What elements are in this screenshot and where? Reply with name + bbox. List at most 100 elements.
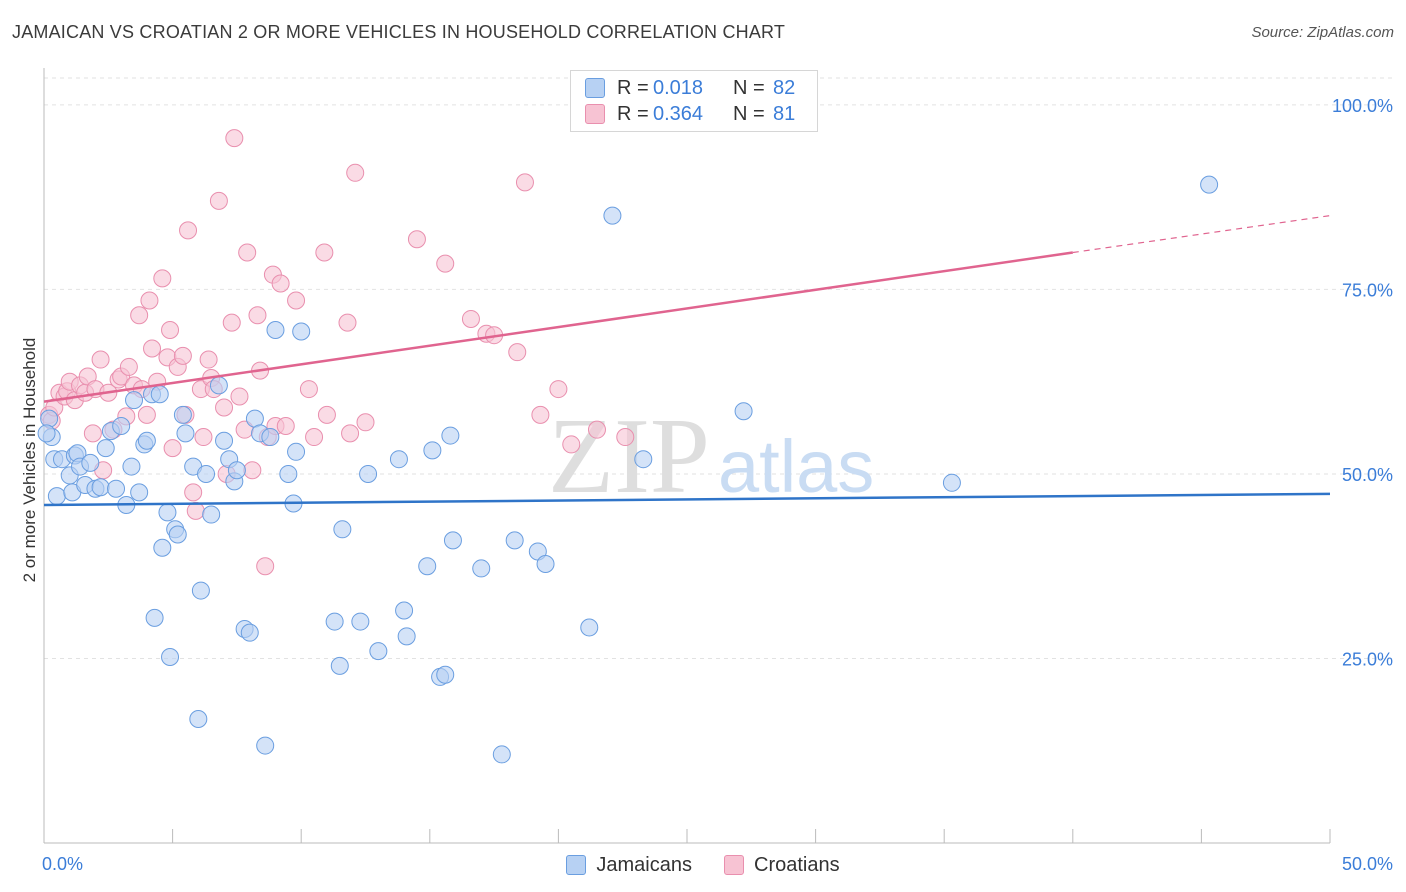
jamaican-point — [418, 557, 437, 576]
r-label: R = — [617, 102, 649, 125]
croatian-point — [230, 387, 249, 406]
legend-row-croatians: R = 0.364 N = 81 — [585, 102, 795, 126]
jamaican-point — [395, 601, 414, 620]
jamaicans-swatch — [566, 855, 587, 875]
n-label: N = — [733, 102, 765, 125]
jamaican-point — [325, 612, 344, 631]
jamaican-point — [292, 322, 311, 341]
jamaican-point — [287, 442, 306, 461]
jamaicans-swatch — [585, 78, 605, 98]
legend-item-jamaicans[interactable]: Jamaicans — [566, 854, 692, 877]
x-tick-label: 0.0% — [42, 854, 83, 874]
croatian-point — [130, 306, 149, 325]
croatian-point — [83, 424, 102, 443]
croatian-point — [515, 173, 534, 192]
croatian-point — [137, 405, 156, 424]
croatian-point — [199, 350, 218, 369]
source-label: Source: ZipAtlas.com — [1251, 24, 1394, 41]
y-axis-label: 2 or more Vehicles in Household — [20, 337, 39, 583]
y-tick-label: 100.0% — [1332, 96, 1393, 116]
croatians-points — [40, 129, 635, 576]
jamaican-point — [161, 648, 180, 666]
y-tick-label: 25.0% — [1342, 649, 1393, 669]
jamaican-point — [505, 531, 524, 550]
y-tick-label: 75.0% — [1342, 280, 1393, 300]
jamaican-point — [81, 453, 100, 472]
croatian-point — [587, 420, 606, 439]
jamaican-point — [158, 503, 177, 522]
croatian-point — [215, 398, 234, 417]
croatian-point — [173, 346, 192, 365]
croatian-point — [256, 557, 275, 576]
jamaican-point — [261, 428, 280, 447]
croatian-point — [287, 291, 306, 310]
jamaican-point — [436, 665, 455, 684]
legend-label-croatians: Croatians — [754, 853, 840, 876]
jamaican-point — [472, 559, 491, 578]
jamaican-point — [40, 409, 59, 428]
legend-item-croatians[interactable]: Croatians — [724, 854, 840, 877]
croatian-point — [461, 309, 480, 328]
croatian-point — [209, 191, 228, 210]
jamaican-point — [173, 405, 192, 424]
croatian-point — [407, 230, 426, 249]
croatian-point — [549, 380, 568, 399]
jamaican-point — [197, 464, 216, 483]
jamaican-point — [734, 402, 753, 421]
croatian-point — [562, 435, 581, 454]
croatian-point — [161, 321, 180, 340]
chart-title: JAMAICAN VS CROATIAN 2 OR MORE VEHICLES … — [12, 22, 786, 42]
jamaican-point — [397, 627, 416, 646]
jamaican-point — [112, 416, 131, 435]
jamaican-point — [266, 321, 285, 340]
jamaican-point — [351, 612, 370, 631]
croatians-swatch — [724, 855, 744, 875]
legend-label-jamaicans: Jamaicans — [596, 853, 692, 876]
croatian-point — [119, 357, 138, 376]
correlation-legend: R = 0.018 N = 82 R = 0.364 N = 81 — [570, 70, 818, 132]
jamaican-point — [240, 623, 259, 642]
croatian-point — [338, 313, 357, 332]
croatian-point — [317, 405, 336, 424]
croatians-trend-extension — [1072, 215, 1331, 254]
croatian-point — [271, 274, 290, 293]
watermark: ZIP atlas — [548, 397, 874, 516]
jamaican-point — [150, 385, 169, 404]
jamaican-point — [91, 478, 110, 497]
croatian-point — [508, 343, 527, 362]
jamaican-point — [176, 424, 195, 443]
croatian-point — [184, 483, 203, 502]
croatians-r-value: 0.364 — [653, 102, 704, 125]
jamaican-point — [96, 439, 115, 458]
croatian-point — [243, 461, 262, 480]
jamaican-point — [279, 464, 298, 483]
croatians-n-value: 81 — [773, 102, 796, 125]
jamaican-point — [37, 424, 56, 443]
jamaican-point — [389, 450, 408, 469]
jamaican-point — [634, 450, 653, 469]
croatian-point — [225, 129, 244, 148]
jamaicans-r-value: 0.018 — [653, 76, 704, 99]
watermark-zip: ZIP — [548, 397, 710, 516]
x-tick-label: 50.0% — [1342, 854, 1393, 874]
watermark-atlas: atlas — [718, 425, 874, 508]
croatian-point — [222, 313, 241, 332]
jamaican-point — [256, 736, 275, 755]
jamaican-point — [209, 376, 228, 395]
croatian-point — [163, 439, 182, 458]
y-tick-label: 50.0% — [1342, 465, 1393, 485]
jamaican-point — [441, 426, 460, 445]
gridlines — [44, 77, 1392, 659]
jamaican-point — [1200, 175, 1219, 194]
series-legend: Jamaicans Croatians — [0, 851, 1406, 879]
croatian-point — [143, 339, 162, 358]
jamaican-point — [333, 520, 352, 539]
croatian-point — [179, 221, 198, 240]
tick-labels: 25.0% 50.0% 75.0% 100.0% 0.0% 50.0% — [42, 96, 1393, 874]
jamaican-point — [942, 473, 961, 492]
jamaicans-points — [37, 175, 1219, 764]
jamaican-point — [153, 538, 172, 557]
jamaicans-trend-line — [43, 492, 1331, 507]
jamaican-point — [359, 464, 378, 483]
